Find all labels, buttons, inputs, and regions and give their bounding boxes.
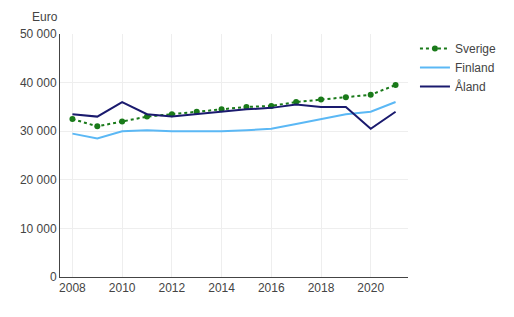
svg-text:Sverige: Sverige xyxy=(455,42,496,56)
svg-text:10 000: 10 000 xyxy=(20,222,57,236)
svg-text:2016: 2016 xyxy=(258,281,285,295)
svg-text:2020: 2020 xyxy=(357,281,384,295)
svg-text:50 000: 50 000 xyxy=(20,27,57,41)
svg-text:30 000: 30 000 xyxy=(20,124,57,138)
svg-text:2008: 2008 xyxy=(59,281,86,295)
svg-text:20 000: 20 000 xyxy=(20,173,57,187)
svg-text:2012: 2012 xyxy=(159,281,186,295)
svg-text:2018: 2018 xyxy=(308,281,335,295)
svg-text:Euro: Euro xyxy=(32,10,58,24)
svg-text:2014: 2014 xyxy=(208,281,235,295)
svg-text:0: 0 xyxy=(50,270,57,284)
svg-text:Finland: Finland xyxy=(455,61,494,75)
svg-text:40 000: 40 000 xyxy=(20,76,57,90)
svg-text:Åland: Åland xyxy=(455,79,486,94)
svg-text:2010: 2010 xyxy=(109,281,136,295)
